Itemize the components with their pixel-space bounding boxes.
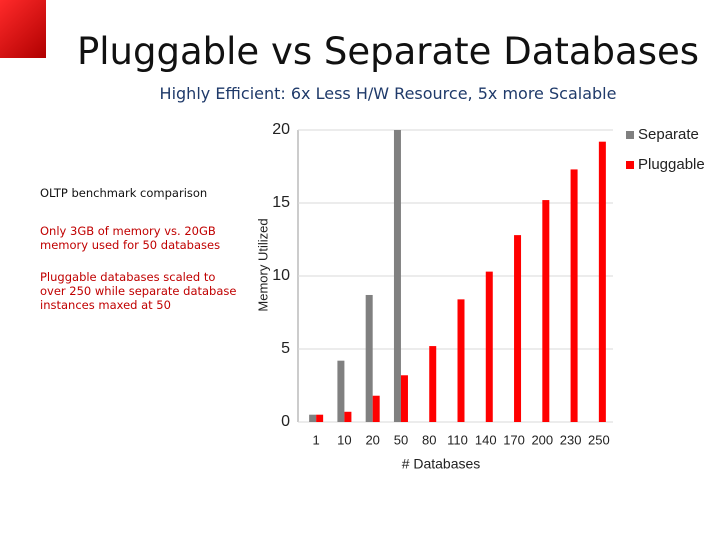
x-tick-label: 1 (313, 432, 320, 447)
y-tick-label: 0 (281, 413, 290, 430)
x-tick-label: 200 (531, 432, 553, 447)
slide-title: Pluggable vs Separate Databases (76, 30, 700, 73)
y-tick-label: 20 (272, 121, 290, 138)
bar (344, 411, 352, 422)
bar (309, 414, 317, 422)
bar (570, 169, 578, 422)
x-tick-label: 140 (475, 432, 497, 447)
x-tick-label: 50 (394, 432, 408, 447)
legend-label: Separate (638, 126, 699, 143)
corner-accent (0, 0, 46, 58)
bar (485, 271, 493, 422)
bar (429, 346, 437, 422)
x-axis-label: # Databases (402, 456, 481, 472)
legend-swatch (626, 131, 634, 139)
note: Only 3GB of memory vs. 20GB memory used … (40, 224, 221, 252)
bar (365, 294, 373, 422)
legend-swatch (626, 161, 634, 169)
note: Pluggable databases scaled to over 250 w… (40, 270, 237, 312)
bar (542, 200, 550, 422)
y-tick-label: 5 (281, 340, 290, 357)
x-tick-label: 80 (422, 432, 436, 447)
x-tick-label: 20 (365, 432, 379, 447)
bar (457, 299, 465, 422)
y-tick-label: 15 (272, 194, 290, 211)
x-tick-label: 230 (560, 432, 582, 447)
bar (514, 235, 522, 422)
x-tick-label: 250 (588, 432, 610, 447)
x-tick-label: 10 (337, 432, 351, 447)
y-axis-label: Memory Utilized (255, 218, 270, 311)
x-tick-label: 110 (447, 432, 468, 447)
bar (400, 375, 408, 422)
y-tick-label: 10 (272, 267, 290, 284)
bar (316, 414, 324, 422)
bar (337, 360, 345, 422)
bar (393, 130, 401, 422)
bar (372, 395, 380, 422)
slide-subtitle: Highly Efficient: 6x Less H/W Resource, … (159, 84, 617, 103)
legend-label: Pluggable (638, 156, 705, 173)
bar (598, 141, 606, 422)
x-tick-label: 170 (503, 432, 525, 447)
note: OLTP benchmark comparison (40, 186, 208, 200)
